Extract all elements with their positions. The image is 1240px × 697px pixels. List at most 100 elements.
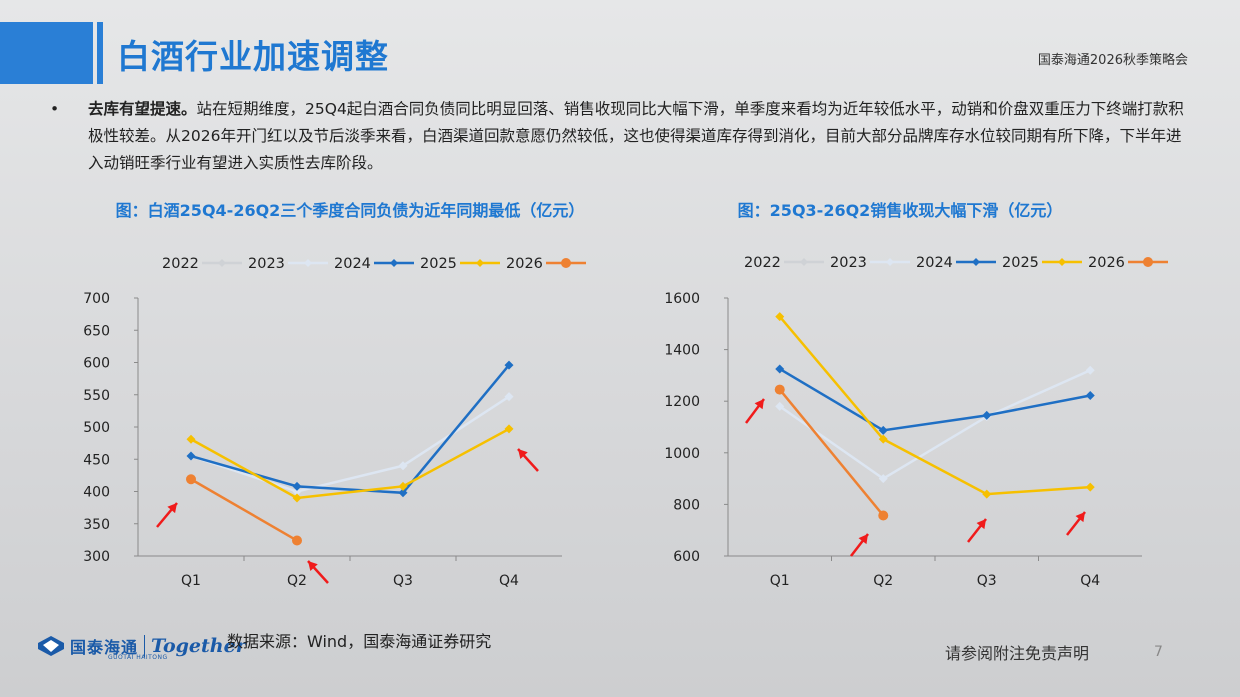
red-arrow-head-icon	[167, 503, 177, 514]
y-tick-label: 700	[83, 291, 110, 307]
data-point-2023	[398, 461, 408, 471]
legend-marker-2025	[476, 259, 484, 267]
data-point-2024	[982, 410, 992, 420]
y-tick-label: 1600	[664, 291, 700, 307]
series-line-2023	[779, 369, 1091, 481]
bullet-text: 去库有望提速。站在短期维度，25Q4起白酒合同负债同比明显回落、销售收现同比大幅…	[88, 96, 1190, 177]
logo-divider	[144, 635, 146, 657]
bullet-body: 站在短期维度，25Q4起白酒合同负债同比明显回落、销售收现同比大幅下滑，单季度来…	[88, 100, 1184, 172]
y-tick-label: 350	[83, 517, 110, 533]
data-point-2024	[504, 360, 514, 370]
data-point-2024	[292, 481, 302, 491]
data-point-2023	[775, 401, 785, 411]
data-point-2025	[186, 434, 196, 444]
chart-title-left: 图：白酒25Q4-26Q2三个季度合同负债为近年同期最低（亿元）	[115, 201, 585, 220]
red-arrow-head-icon	[858, 534, 868, 545]
y-tick-label: 600	[673, 549, 700, 565]
x-tick-label: Q1	[181, 573, 201, 589]
x-tick-label: Q3	[977, 573, 997, 589]
series-line-2025	[778, 315, 1091, 496]
chart-title-right: 图：25Q3-26Q2销售收现大幅下滑（亿元）	[737, 201, 1063, 220]
x-tick-label: Q1	[770, 573, 790, 589]
chart-right: 600 800 1000 1200 1400 1600 Q1 Q2 Q3 Q4 2022 2023 20…	[664, 255, 1168, 589]
data-point-2025	[292, 493, 302, 503]
legend-label-2023: 2023	[830, 255, 867, 271]
logo-text: 国泰海通	[70, 638, 139, 657]
series-line-2026	[190, 478, 298, 542]
series-line-2025	[190, 427, 510, 500]
data-point-2025	[504, 424, 514, 434]
logo-mark-icon	[38, 636, 64, 656]
bullet-head: 去库有望提速。	[88, 100, 197, 118]
legend-label-2022: 2022	[744, 255, 781, 271]
title-accent-block	[0, 22, 93, 84]
y-tick-label: 1200	[664, 394, 700, 410]
x-tick-label: Q4	[499, 573, 519, 589]
logo-en-text: GUOTAI HAITONG	[108, 654, 168, 661]
red-arrow-head-icon	[754, 399, 764, 410]
data-point-2023	[1085, 365, 1095, 375]
legend-label-2026: 2026	[1088, 255, 1125, 271]
data-point-2026	[292, 535, 302, 546]
series-line-2024	[779, 367, 1091, 432]
y-tick-label: 1000	[664, 446, 700, 462]
disclaimer-link[interactable]: 请参阅附注免责声明	[945, 644, 1090, 663]
data-point-2025	[398, 481, 408, 491]
series-line-2023	[190, 395, 510, 493]
y-tick-label: 550	[83, 388, 110, 404]
data-point-2025	[878, 434, 888, 444]
legend-marker-2022	[800, 258, 808, 266]
red-arrow-head-icon	[518, 449, 528, 460]
data-point-2024	[878, 425, 888, 435]
data-point-2026	[186, 474, 196, 485]
data-point-2025	[1085, 482, 1095, 492]
y-tick-label: 300	[83, 549, 110, 565]
data-point-2023	[504, 392, 514, 402]
legend-marker-2023	[886, 258, 894, 266]
legend-label-2025: 2025	[1002, 255, 1039, 271]
company-logo: 国泰海通 Together GUOTAI HAITONG	[36, 634, 246, 661]
legend-label-2025: 2025	[420, 256, 457, 272]
data-point-2025	[982, 489, 992, 499]
y-tick-label: 400	[83, 485, 110, 501]
series-line-2026	[778, 388, 885, 517]
data-point-2024	[186, 451, 196, 461]
data-point-2025	[775, 312, 785, 322]
series-line-2024	[190, 364, 510, 495]
x-tick-label: Q2	[287, 573, 307, 589]
data-point-2026	[774, 384, 785, 395]
x-tick-label: Q2	[873, 573, 893, 589]
report-name: 国泰海通2026秋季策略会	[1037, 53, 1188, 68]
legend-label-2024: 2024	[916, 255, 953, 271]
data-point-2023	[878, 474, 888, 484]
title-accent-line	[97, 22, 103, 84]
y-tick-label: 500	[83, 420, 110, 436]
page-title: 白酒行业加速调整	[117, 37, 389, 76]
bullet-dot: •	[50, 100, 60, 118]
legend-marker-2023	[304, 259, 312, 267]
red-arrow-head-icon	[308, 561, 318, 572]
annotation-arrows	[156, 398, 1086, 584]
data-point-2023	[292, 487, 302, 496]
legend-marker-2026	[1143, 257, 1153, 267]
legend-label-2024: 2024	[334, 256, 371, 272]
logo-together: Together	[151, 635, 246, 657]
x-tick-label: Q4	[1080, 573, 1100, 589]
legend-label-2026: 2026	[506, 256, 543, 272]
legend-marker-2024	[390, 259, 398, 267]
bullet-paragraph: • 去库有望提速。站在短期维度，25Q4起白酒合同负债同比明显回落、销售收现同比…	[50, 96, 1190, 177]
legend-marker-2024	[972, 258, 980, 266]
y-tick-label: 450	[83, 452, 110, 468]
legend-label-2022: 2022	[162, 256, 199, 272]
red-arrow-head-icon	[1075, 512, 1085, 523]
data-point-2026	[878, 510, 889, 521]
y-tick-label: 1400	[664, 343, 700, 359]
y-tick-label: 800	[673, 497, 700, 513]
legend-marker-2026	[561, 258, 571, 268]
legend-marker-2025	[1058, 258, 1066, 266]
legend-marker-2022	[218, 259, 226, 267]
y-tick-label: 600	[83, 356, 110, 372]
chart-left: 300 350 400 450 500 550 600 650 700 Q1 Q2 Q3 Q4 2022 2…	[83, 256, 586, 589]
y-tick-label: 650	[83, 323, 110, 339]
